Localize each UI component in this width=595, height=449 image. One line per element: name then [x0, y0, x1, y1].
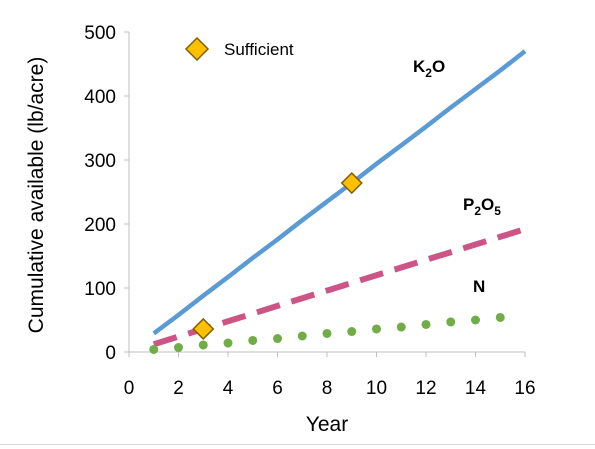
series-point-n	[322, 328, 332, 338]
series-point-n	[396, 322, 406, 332]
series-point-n	[223, 338, 233, 348]
k2o-tail: O	[432, 57, 445, 76]
x-tick-label: 16	[514, 378, 535, 399]
legend-label: Sufficient	[224, 40, 294, 59]
series-layer	[149, 49, 527, 354]
x-tick-label: 14	[465, 378, 487, 399]
k2o-sub: 2	[425, 66, 432, 80]
p2o5-sub: 2	[474, 204, 481, 218]
x-tick-label: 10	[366, 378, 387, 399]
y-tick-label: 0	[105, 343, 116, 364]
series-point-n	[446, 317, 456, 327]
k2o-main: K	[413, 57, 426, 76]
axes: 0 100 200 300 400 500 0 2 4 6 8 10 12 14 16	[84, 23, 535, 399]
x-axis-title: Year	[306, 413, 348, 436]
sufficient-marker	[192, 317, 215, 341]
y-tick-label: 100	[84, 279, 116, 300]
series-line-k2o	[152, 49, 527, 336]
y-tick-label: 300	[84, 151, 116, 172]
x-tick-label: 2	[173, 378, 184, 399]
y-tick-label: 500	[84, 23, 116, 44]
series-point-n	[174, 343, 183, 353]
p2o5-main: P	[463, 195, 474, 214]
x-tick-label: 6	[272, 378, 283, 399]
legend: Sufficient	[184, 36, 294, 62]
x-tick-label: 0	[124, 378, 135, 399]
legend-marker-diamond	[184, 36, 210, 62]
marker-layer	[192, 171, 363, 341]
y-axis-title: Cumulative available (lb/acre)	[25, 57, 48, 334]
series-point-n	[495, 312, 505, 322]
series-point-n	[149, 344, 159, 354]
y-tick-label: 200	[84, 215, 116, 236]
y-tick-label: 400	[84, 87, 116, 108]
x-tick-label: 4	[223, 378, 234, 399]
series-label-n: N	[473, 277, 485, 296]
bottom-divider	[0, 444, 595, 445]
p2o5-sub2: 5	[494, 204, 501, 218]
series-point-n	[273, 334, 282, 344]
p2o5-tail: O	[481, 195, 494, 214]
series-point-n	[248, 335, 258, 345]
sufficient-marker	[340, 171, 363, 195]
series-point-n	[372, 324, 381, 334]
series-point-n	[347, 327, 357, 337]
x-tick-label: 8	[322, 378, 333, 399]
series-point-n	[198, 340, 208, 350]
x-tick-label: 12	[415, 378, 436, 399]
series-label-k2o: K2O	[413, 57, 445, 80]
series-label-p2o5: P2O5	[463, 195, 501, 218]
series-line-p2o5	[152, 226, 526, 348]
series-point-n	[471, 315, 480, 325]
series-point-n	[421, 319, 431, 329]
series-point-n	[297, 331, 307, 341]
